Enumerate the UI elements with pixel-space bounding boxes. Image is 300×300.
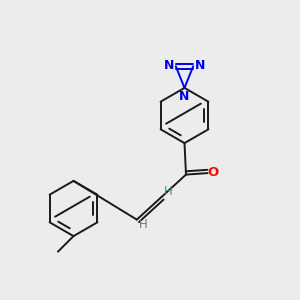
Text: H: H <box>139 218 148 232</box>
Text: N: N <box>195 58 205 72</box>
Text: O: O <box>207 166 219 179</box>
Text: H: H <box>164 185 172 198</box>
Text: N: N <box>179 89 190 103</box>
Text: N: N <box>164 58 174 72</box>
